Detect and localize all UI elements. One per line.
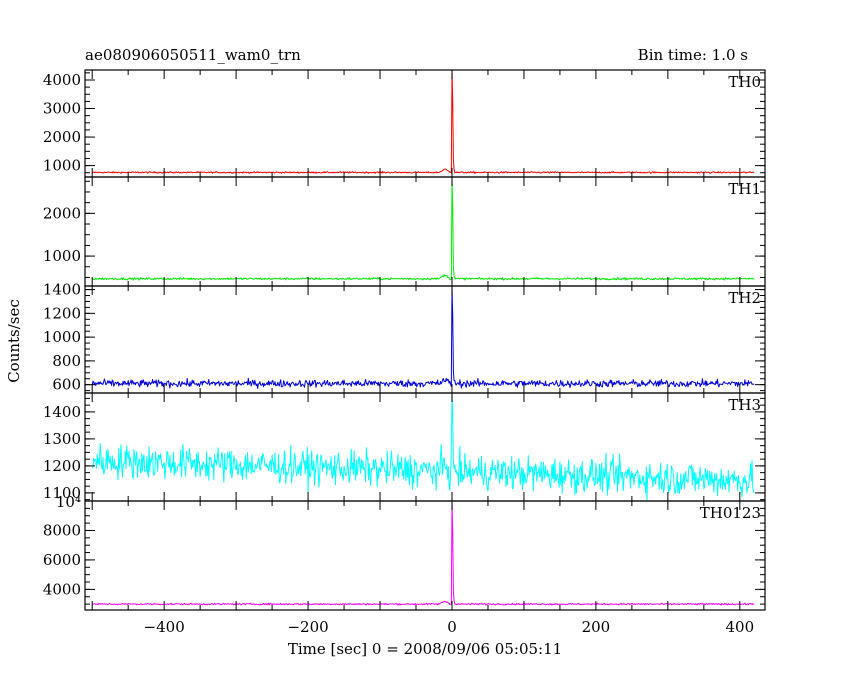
y-tick-label: 1300 [43,430,81,448]
y-tick-label: 6000 [43,551,81,569]
panel-label-th3: TH3 [728,396,761,414]
y-tick-label: 4000 [43,71,81,89]
y-tick-label: 1000 [43,157,81,175]
y-tick-label: 1400 [43,403,81,421]
series-line-th0123 [91,501,755,606]
series-line-th0 [92,70,755,174]
series-line-th1 [91,177,755,281]
panel-frame [84,500,766,611]
x-tick-label: 200 [582,618,611,636]
x-tick-label: 0 [447,618,457,636]
y-tick-label: 2000 [43,128,81,146]
panel-th0: 1000 2000 3000 4000 TH0 [43,69,766,178]
y-tick-label: 600 [52,376,81,394]
panel-label-th1: TH1 [728,180,761,198]
x-axis-label: Time [sec] 0 = 2008/09/06 05:05:11 [288,640,562,658]
y-tick-label-top: 10⁴ [56,493,81,511]
y-tick-label: 1000 [43,328,81,346]
panel-label-th2: TH2 [728,289,761,307]
series-line-th2 [91,286,755,389]
y-tick-label: 800 [52,352,81,370]
panel-frame [84,285,766,394]
panel-frame [84,176,766,287]
panel-th3: 1100 1200 1300 1400 TH3 [43,392,766,502]
x-tick-label: −400 [144,618,185,636]
panel-label-th0: TH0 [728,73,761,91]
y-tick-label: 2000 [43,204,81,222]
panel-label-th0123: TH0123 [700,504,761,522]
bin-time-label: Bin time: 1.0 s [638,46,748,64]
y-tick-label: 8000 [43,521,81,539]
y-tick-label: 1200 [43,304,81,322]
chart-title: ae080906050511_wam0_trn [85,46,301,64]
y-tick-label: 3000 [43,100,81,118]
y-tick-label: 1200 [43,457,81,475]
y-tick-label: 1100 [43,484,81,502]
x-tick-label: 400 [725,618,754,636]
panel-th2: 600 800 1000 1200 1400 TH2 [43,281,766,394]
y-axis-label: Counts/sec [5,299,23,383]
series-line-th3 [91,393,755,501]
y-tick-label: 1000 [43,247,81,265]
y-tick-label: 4000 [43,580,81,598]
panel-th1: 1000 2000 TH1 [43,176,766,287]
panel-frame [84,69,766,178]
x-tick-label: −200 [287,618,328,636]
y-tick-label: 1400 [43,281,81,299]
panel-th0123: 4000 6000 8000 10⁴ TH0123 [43,493,766,611]
